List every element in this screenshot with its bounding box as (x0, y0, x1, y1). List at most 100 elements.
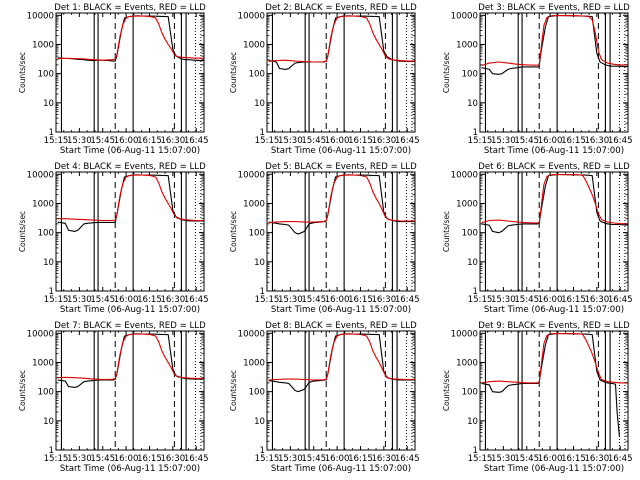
x-tick-label: 16:45 (395, 454, 420, 464)
x-tick-label: 15:30 (278, 295, 303, 305)
y-tick-label: 10 (254, 417, 265, 427)
y-tick-label: 10000 (238, 170, 265, 180)
x-tick-label: 15:45 (90, 295, 115, 305)
y-tick-label: 1000 (243, 199, 265, 209)
y-tick-label: 100 (38, 388, 54, 398)
x-tick-label: 15:15 (468, 136, 493, 146)
y-axis-label: Counts/sec (442, 211, 451, 252)
y-tick-label: 100 (249, 388, 265, 398)
y-axis-label: Counts/sec (442, 370, 451, 411)
plot-area (57, 331, 204, 450)
y-tick-label: 10 (43, 417, 54, 427)
y-tick-label: 1000 (456, 40, 478, 50)
panel-det-2: 1 10 100 1000 10000 15:1515:3015:4516:0016:15… (229, 3, 420, 156)
x-tick-label: 16:00 (325, 136, 350, 146)
y-tick-label: 100 (462, 70, 478, 80)
y-tick-label: 10 (467, 258, 478, 268)
y-tick-label: 1 (260, 287, 265, 297)
x-tick-label: 15:15 (255, 454, 280, 464)
x-tick-label: 15:45 (301, 136, 326, 146)
panel-title: Det 4: BLACK = Events, RED = LLD (54, 162, 206, 172)
y-tick-label: 10 (467, 99, 478, 109)
y-tick-label: 1 (49, 446, 54, 456)
y-tick-label: 10000 (27, 11, 54, 21)
series-lld-line (57, 15, 204, 61)
x-tick-label: 15:45 (301, 454, 326, 464)
series-lld-line (268, 174, 415, 224)
x-tick-label: 16:15 (561, 295, 586, 305)
panel-det-4: 1 10 100 1000 10000 15:1515:3015:4516:0016:15… (18, 162, 209, 315)
x-tick-label: 16:15 (348, 295, 373, 305)
x-tick-label: 15:30 (67, 454, 92, 464)
x-tick-label: 16:15 (561, 136, 586, 146)
x-tick-label: 16:15 (348, 136, 373, 146)
y-tick-label: 10000 (238, 329, 265, 339)
y-tick-label: 10000 (238, 11, 265, 21)
series-events-line (57, 333, 204, 388)
x-tick-label: 15:30 (491, 454, 516, 464)
series-lld-line (481, 15, 628, 67)
y-tick-label: 100 (249, 229, 265, 239)
series-events-line (268, 15, 415, 70)
x-tick-label: 16:45 (395, 295, 420, 305)
y-tick-label: 1 (260, 128, 265, 138)
y-tick-label: 100 (462, 229, 478, 239)
y-tick-label: 1000 (243, 358, 265, 368)
panel-title: Det 2: BLACK = Events, RED = LLD (265, 3, 417, 13)
x-tick-label: 16:30 (371, 454, 396, 464)
x-axis-label: Start Time (06-Aug-11 15:07:00) (271, 146, 411, 156)
x-tick-label: 15:15 (255, 295, 280, 305)
x-tick-label: 15:45 (514, 136, 539, 146)
series-lld-line (57, 174, 204, 222)
x-axis-label: Start Time (06-Aug-11 15:07:00) (271, 464, 411, 474)
y-tick-label: 1 (473, 128, 478, 138)
x-axis-label: Start Time (06-Aug-11 15:07:00) (484, 305, 624, 315)
y-tick-label: 10000 (451, 329, 478, 339)
x-tick-label: 15:30 (67, 136, 92, 146)
plot-area (481, 172, 628, 291)
y-axis-label: Counts/sec (18, 370, 27, 411)
series-events-line (481, 174, 628, 234)
x-tick-label: 16:30 (371, 136, 396, 146)
y-tick-label: 10000 (27, 329, 54, 339)
y-tick-label: 10 (467, 417, 478, 427)
y-tick-label: 1 (49, 287, 54, 297)
x-tick-label: 16:00 (538, 295, 563, 305)
x-tick-label: 15:30 (491, 295, 516, 305)
y-tick-label: 1000 (456, 199, 478, 209)
y-tick-label: 10000 (451, 11, 478, 21)
x-tick-label: 16:45 (184, 295, 209, 305)
x-tick-label: 16:45 (608, 454, 633, 464)
x-tick-label: 16:30 (160, 136, 185, 146)
x-tick-label: 16:00 (114, 454, 139, 464)
x-tick-label: 16:45 (395, 136, 420, 146)
x-tick-label: 16:30 (371, 295, 396, 305)
panel-det-9: 1 10 100 1000 10000 15:1515:3015:4516:0016:15… (442, 321, 633, 474)
y-axis-label: Counts/sec (18, 211, 27, 252)
plot-frame (55, 330, 205, 451)
x-axis-label: Start Time (06-Aug-11 15:07:00) (484, 146, 624, 156)
y-tick-label: 10000 (27, 170, 54, 180)
x-tick-label: 15:30 (491, 136, 516, 146)
x-tick-label: 15:30 (278, 136, 303, 146)
y-tick-label: 1 (260, 446, 265, 456)
plot-frame (266, 330, 416, 451)
y-tick-label: 1 (473, 287, 478, 297)
x-axis-label: Start Time (06-Aug-11 15:07:00) (271, 305, 411, 315)
y-tick-label: 10000 (451, 170, 478, 180)
plot-frame (266, 12, 416, 133)
panel-det-3: 1 10 100 1000 10000 15:1515:3015:4516:0016:15… (442, 3, 633, 156)
y-axis-label: Counts/sec (229, 211, 238, 252)
plot-area (268, 172, 415, 291)
x-tick-label: 15:45 (90, 454, 115, 464)
x-axis-label: Start Time (06-Aug-11 15:07:00) (484, 464, 624, 474)
y-tick-label: 1000 (32, 358, 54, 368)
x-tick-label: 16:00 (325, 454, 350, 464)
x-tick-label: 15:15 (255, 136, 280, 146)
y-tick-label: 100 (249, 70, 265, 80)
plot-area (57, 13, 204, 132)
x-tick-label: 15:15 (468, 295, 493, 305)
y-axis-label: Counts/sec (442, 52, 451, 93)
y-tick-label: 10 (43, 258, 54, 268)
